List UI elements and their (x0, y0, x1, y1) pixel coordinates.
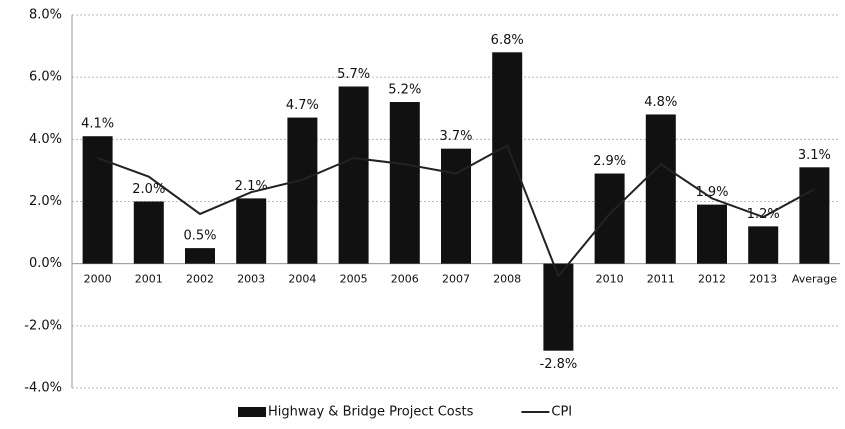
x-tick-label: 2003 (237, 273, 265, 286)
bar (697, 204, 727, 264)
bar (389, 102, 420, 264)
bar (185, 248, 215, 264)
y-tick-label: 0.0% (29, 256, 62, 271)
legend-label: CPI (551, 405, 572, 420)
x-tick-label: 2002 (186, 273, 214, 286)
x-tick-label: 2011 (647, 273, 675, 286)
data-label: 2.0% (132, 182, 165, 197)
data-label: 5.2% (388, 83, 421, 98)
data-label: 1.2% (747, 207, 780, 222)
y-tick-label: 4.0% (29, 132, 62, 147)
x-tick-label: 2001 (135, 273, 163, 286)
y-tick-label: 2.0% (29, 194, 62, 209)
data-label: 3.1% (798, 148, 831, 163)
y-tick-label: 8.0% (29, 8, 62, 23)
x-tick-label: 2005 (340, 273, 368, 286)
bar (82, 136, 113, 264)
cpi-line (97, 144, 815, 279)
bar (441, 148, 471, 264)
data-label: 4.8% (644, 95, 677, 110)
bar (236, 198, 267, 264)
y-tick-label: -2.0% (24, 318, 62, 333)
bar (492, 52, 523, 264)
legend-label: Highway & Bridge Project Costs (268, 405, 474, 420)
data-label: -2.8% (540, 357, 578, 372)
y-tick-label: -4.0% (24, 381, 62, 396)
x-tick-label: 2008 (493, 273, 521, 286)
x-tick-label: 2013 (749, 273, 777, 286)
bar (645, 114, 676, 264)
x-tick-label: Average (792, 273, 837, 286)
data-label: 6.8% (491, 33, 524, 48)
x-tick-label: 2007 (442, 273, 470, 286)
data-label: 4.1% (81, 117, 114, 132)
bar (799, 167, 830, 264)
bar (748, 226, 779, 264)
bar (287, 117, 318, 264)
x-tick-label: 2010 (596, 273, 624, 286)
legend-swatch (238, 407, 266, 417)
data-label: 2.9% (593, 154, 626, 169)
data-label: 4.7% (286, 98, 319, 113)
bar (594, 173, 625, 264)
bar (133, 201, 164, 264)
bar (338, 86, 369, 264)
x-tick-label: 2000 (84, 273, 112, 286)
data-label: 1.9% (695, 185, 728, 200)
y-tick-label: 6.0% (29, 70, 62, 85)
bar (543, 263, 574, 351)
data-label: 3.7% (439, 129, 472, 144)
x-tick-label: 2004 (288, 273, 316, 286)
x-tick-label: 2006 (391, 273, 419, 286)
data-label: 0.5% (183, 229, 216, 244)
data-label: 5.7% (337, 67, 370, 82)
x-tick-label: 2012 (698, 273, 726, 286)
